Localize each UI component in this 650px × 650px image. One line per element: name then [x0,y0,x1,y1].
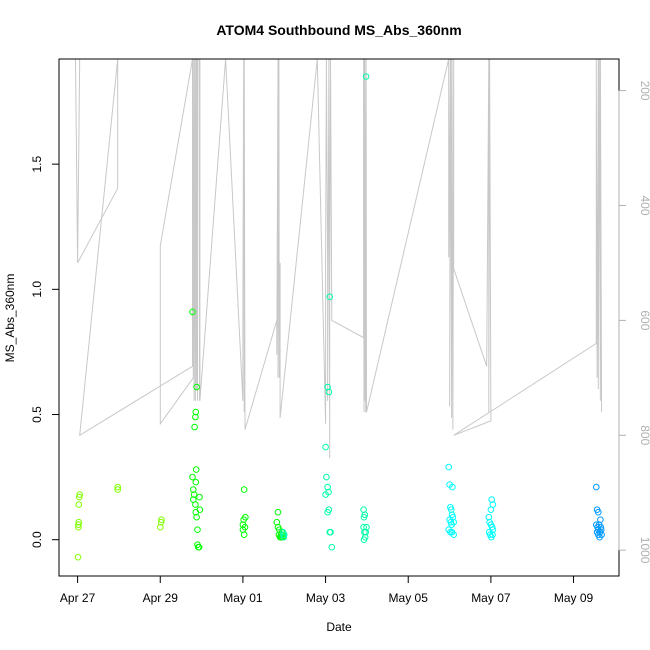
data-point [447,506,455,514]
y2-tick-label: 600 [638,310,650,330]
x-tick-label: May 09 [554,591,594,605]
data-point [190,491,198,498]
y2-tick-label: 400 [638,195,650,215]
data-point [114,483,121,491]
data-point [328,543,336,551]
y2-axis: 200 400 600 800 1000 [618,81,650,564]
data-point [362,73,370,80]
data-point [597,526,605,534]
data-point [327,528,334,536]
data-point [192,413,199,421]
x-axis-label: Date [326,620,352,634]
data-point [450,518,458,526]
data-point [489,526,497,534]
y-axis: 0.0 0.5 1.0 1.5 [30,155,60,548]
data-point [193,513,200,521]
data-point [323,473,330,481]
data-point [325,506,333,514]
data-point [489,501,497,508]
y-axis-label: MS_Abs_360nm [3,274,17,363]
data-point [193,383,200,391]
data-point [114,486,121,493]
depth-track-line [75,58,603,459]
data-point [191,423,198,431]
x-tick-label: May 05 [389,591,429,605]
data-point [322,491,329,498]
y-tick-label: 1.5 [30,155,44,172]
data-point [449,513,457,521]
data-point [76,493,83,501]
data-point [75,523,82,531]
data-point [489,531,496,539]
points-layer [74,73,605,561]
data-point [158,516,165,524]
data-point [192,478,200,486]
data-point [325,388,333,396]
data-point [192,501,199,508]
data-point [450,531,458,539]
data-point [597,523,605,531]
data-point [189,473,196,481]
data-point [322,443,329,451]
depth-track-layer [75,58,603,459]
data-point [280,531,288,539]
data-point [76,491,83,498]
y-tick-label: 1.0 [30,281,44,298]
data-point [242,513,249,521]
data-point [593,483,600,491]
data-point [75,501,83,508]
data-point [240,486,248,493]
data-point [192,466,200,473]
data-point [240,531,248,539]
y-tick-label: 0.0 [30,531,44,548]
data-point [74,553,82,561]
x-tick-label: Apr 29 [143,591,179,605]
x-tick-label: Apr 27 [60,591,96,605]
chart-title: ATOM4 Southbound MS_Abs_360nm [216,22,461,38]
data-point [190,486,197,493]
data-point [485,513,493,521]
x-tick-label: May 03 [306,591,346,605]
data-point [363,523,370,531]
data-point [189,308,196,316]
data-point [596,533,603,541]
data-point [449,483,456,491]
data-point [194,526,201,534]
data-point [326,293,334,301]
y2-tick-label: 800 [638,425,650,445]
x-tick-label: May 01 [223,591,263,605]
data-point [157,523,164,531]
y2-tick-label: 200 [638,81,650,101]
data-point [280,533,288,541]
data-point [274,508,282,516]
x-tick-label: May 07 [471,591,511,605]
data-point [192,408,200,416]
data-point [196,493,203,501]
x-axis: Apr 27 Apr 29 May 01 May 03 May 05 May 07 May … [60,575,594,605]
data-point [196,506,204,514]
data-point [445,463,453,471]
data-point [157,518,165,526]
data-point [75,521,82,529]
data-point [360,536,368,544]
data-point [362,528,370,536]
data-point [195,543,203,551]
data-point [361,511,369,519]
data-point [75,518,83,526]
y2-tick-label: 1000 [638,537,650,564]
data-point [241,523,249,531]
y-tick-label: 0.5 [30,406,44,423]
data-point [595,508,602,516]
